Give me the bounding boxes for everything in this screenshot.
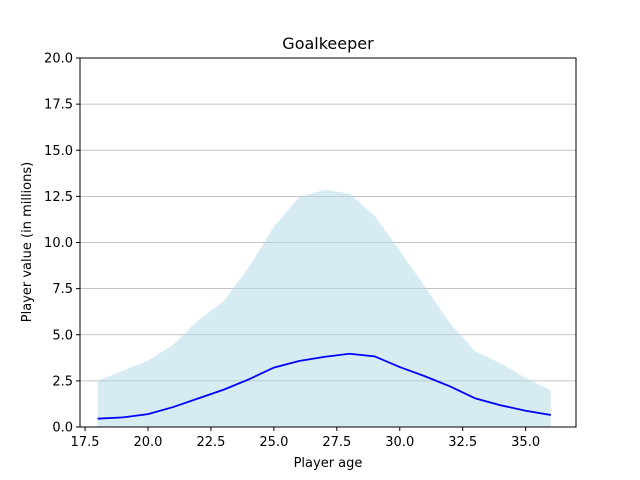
series-line-1	[97, 352, 551, 420]
y-axis: 0.0 2.5 5.0 7.5 10.0 12.5 15.0 17.5 20.0	[44, 52, 80, 436]
x-axis-label: Player age	[294, 456, 363, 471]
y-tick-label-2: 5.0	[52, 328, 73, 343]
y-tick-label-0: 0.0	[52, 421, 73, 436]
x-tick-label-5: 30.0	[385, 435, 414, 450]
y-tick-label-4: 10.0	[44, 236, 73, 251]
chart-title: Goalkeeper	[282, 34, 374, 53]
y-tick-label-7: 17.5	[44, 98, 73, 113]
x-tick-label-7: 35.0	[511, 435, 540, 450]
y-axis-label: Player value (in millions)	[20, 162, 35, 322]
x-tick-label-6: 32.5	[448, 435, 477, 450]
x-tick-label-1: 20.0	[134, 435, 163, 450]
y-tick-label-3: 7.5	[52, 282, 73, 297]
y-tick-label-1: 2.5	[52, 374, 73, 389]
plot-area	[97, 189, 551, 427]
x-tick-label-2: 22.5	[196, 435, 225, 450]
x-tick-label-4: 27.5	[322, 435, 351, 450]
x-tick-label-3: 25.0	[259, 435, 288, 450]
y-tick-label-8: 20.0	[44, 52, 73, 67]
x-axis: 17.5 20.0 22.5 25.0 27.5 30.0 32.5 35.0	[71, 427, 540, 450]
series-band-0	[97, 189, 551, 427]
y-tick-label-5: 12.5	[44, 190, 73, 205]
x-tick-label-0: 17.5	[71, 435, 100, 450]
y-tick-label-6: 15.0	[44, 144, 73, 159]
